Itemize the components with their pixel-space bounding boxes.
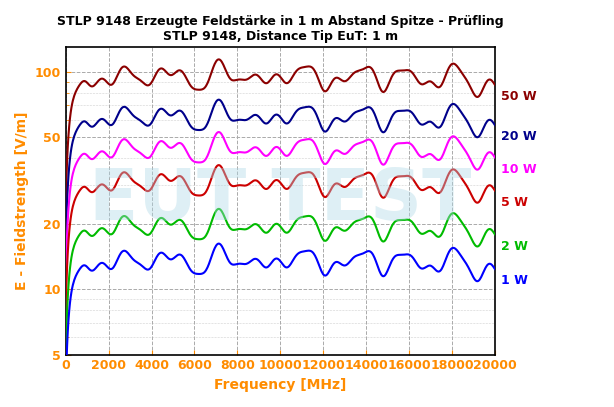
Text: 1 W: 1 W xyxy=(501,274,528,287)
Y-axis label: E - Fieldstrength [V/m]: E - Fieldstrength [V/m] xyxy=(15,112,29,290)
Text: 50 W: 50 W xyxy=(501,90,537,103)
Text: EUT TEST: EUT TEST xyxy=(89,166,472,235)
Text: 2 W: 2 W xyxy=(501,240,528,253)
Text: 5 W: 5 W xyxy=(501,196,528,209)
Title: STLP 9148 Erzeugte Feldstärke in 1 m Abstand Spitze - Prüfling
STLP 9148, Distan: STLP 9148 Erzeugte Feldstärke in 1 m Abs… xyxy=(57,15,503,43)
Text: 20 W: 20 W xyxy=(501,130,537,143)
Text: 10 W: 10 W xyxy=(501,163,537,176)
X-axis label: Frequency [MHz]: Frequency [MHz] xyxy=(214,378,346,392)
